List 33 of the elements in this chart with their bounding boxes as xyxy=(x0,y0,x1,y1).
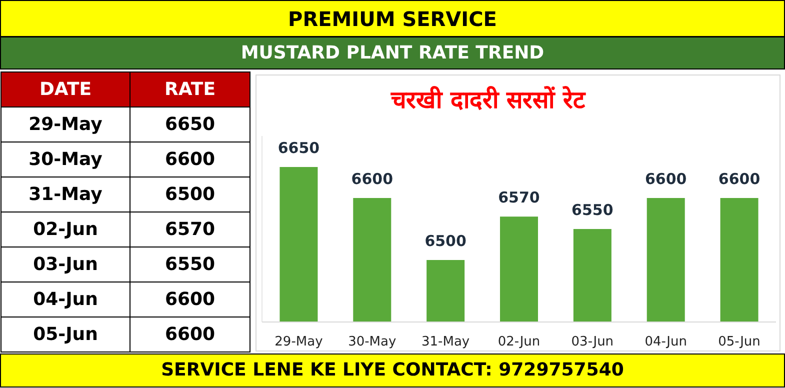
text: 6600 xyxy=(164,324,216,345)
text: 6570 xyxy=(164,219,216,240)
data-label: 6500 xyxy=(424,232,466,250)
text: 29-May xyxy=(28,114,103,135)
text: 6500 xyxy=(164,184,216,205)
text: 6600 xyxy=(164,149,216,170)
text: 6550 xyxy=(164,254,216,275)
data-label: 6550 xyxy=(572,201,614,219)
data-label: 6570 xyxy=(498,188,540,207)
text: 6600 xyxy=(164,289,216,310)
chart-subtitle: MUSTARD PLANT RATE TREND xyxy=(240,42,544,64)
x-tick-label: 31-May xyxy=(422,334,470,350)
text: PREMIUM SERVICE xyxy=(288,7,497,31)
data-label: 6600 xyxy=(718,170,760,188)
x-tick-label: 03-Jun xyxy=(571,334,614,350)
data-label: 6600 xyxy=(351,170,394,188)
x-tick-label: 04-Jun xyxy=(644,334,687,350)
x-tick-label: 02-Jun xyxy=(498,334,540,350)
text: 31-May xyxy=(28,184,103,205)
text: 03-Jun xyxy=(33,254,98,275)
data-label: 6650 xyxy=(278,139,320,157)
text: RATE xyxy=(164,79,216,100)
x-tick-label: 30-May xyxy=(348,334,397,350)
x-tick-label: 05-Jun xyxy=(718,334,760,350)
text: 30-May xyxy=(28,149,103,170)
x-tick-label: 29-May xyxy=(274,334,324,350)
text: 02-Jun xyxy=(33,219,98,240)
text: SERVICE LENE KE LIYE CONTACT: 9729757540 xyxy=(161,360,624,380)
text: 6650 xyxy=(164,114,216,135)
text: 04-Jun xyxy=(33,289,98,310)
data-label: 6600 xyxy=(644,170,687,188)
text: DATE xyxy=(39,79,92,100)
chart-title: चरखी दादरी सरसों रेट xyxy=(390,86,586,114)
